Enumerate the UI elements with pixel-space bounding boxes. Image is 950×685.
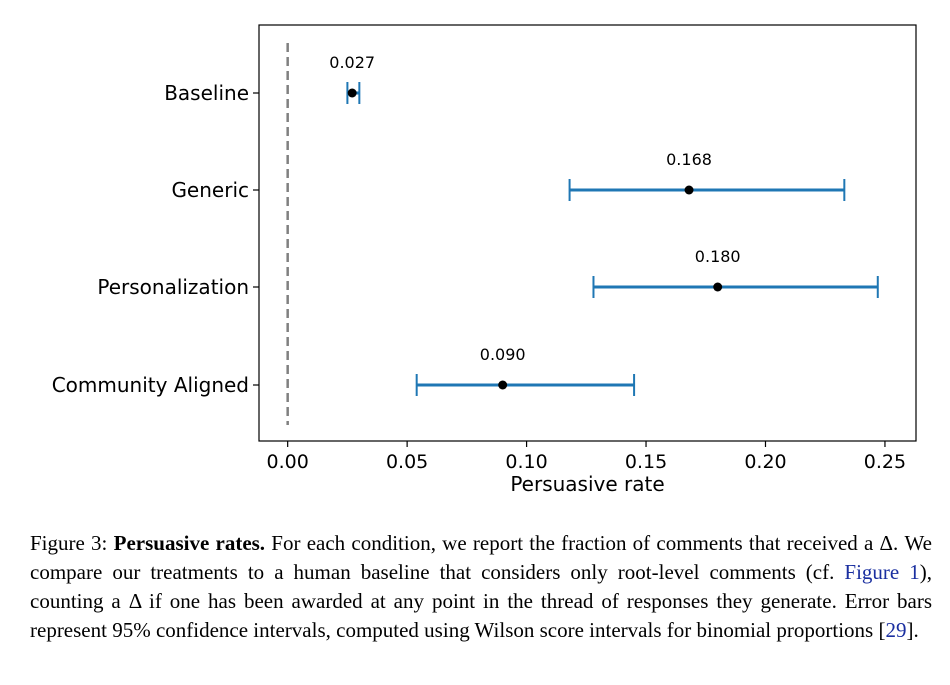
x-tick-label: 0.15 (625, 451, 667, 473)
citation-link[interactable]: 29 (885, 618, 907, 642)
x-tick-label: 0.05 (386, 451, 428, 473)
value-label: 0.090 (480, 345, 526, 364)
x-axis-title: Persuasive rate (510, 472, 664, 496)
x-tick-label: 0.10 (505, 451, 547, 473)
data-point (713, 282, 723, 292)
x-tick-label: 0.20 (744, 451, 786, 473)
y-tick-label: Personalization (97, 275, 249, 299)
x-tick-label: 0.00 (267, 451, 309, 473)
x-tick-label: 0.25 (864, 451, 906, 473)
value-label: 0.180 (695, 247, 741, 266)
figure-caption: Figure 3: Persuasive rates. For each con… (30, 529, 932, 645)
caption-text-1: For each condition, we report the fracti… (30, 531, 932, 584)
value-label: 0.168 (666, 150, 712, 169)
caption-text-3: ]. (906, 618, 919, 642)
y-tick-label: Baseline (164, 81, 249, 105)
y-tick-label: Community Aligned (52, 373, 249, 397)
chart-marks: 0.027 0.168 0.180 0.090 (286, 43, 879, 425)
caption-label: Figure 3: (30, 531, 114, 555)
caption-text-2: ), counting a Δ if one has been awarded … (30, 560, 932, 642)
persuasive-rate-chart: 0.027 0.168 0.180 0.090 0.00 0.05 0.10 0.15 0.2… (52, 24, 917, 496)
value-label: 0.027 (329, 53, 375, 72)
data-point (498, 380, 508, 390)
data-point (347, 88, 357, 98)
figure-link[interactable]: Figure 1 (844, 560, 920, 584)
y-tick-label: Generic (171, 178, 249, 202)
caption-title: Persuasive rates. (113, 531, 266, 555)
data-point (684, 185, 694, 195)
y-axis: Baseline Generic Personalization Community … (52, 81, 259, 397)
x-axis: 0.00 0.05 0.10 0.15 0.20 0.25 (267, 441, 906, 473)
plot-frame (258, 24, 917, 442)
